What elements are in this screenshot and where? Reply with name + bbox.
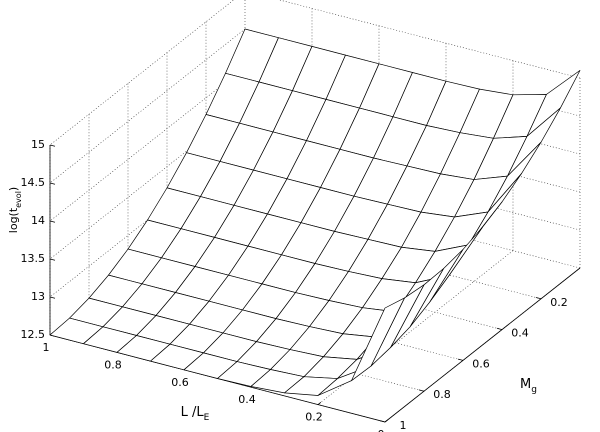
x-tick — [384, 419, 389, 423]
grid-line — [49, 142, 246, 298]
z-tick-label: 13 — [31, 290, 45, 303]
y-tick-label: 0.2 — [550, 296, 568, 309]
y-axis-label: Mg — [520, 377, 537, 395]
z-axis-label: log(tevol) — [7, 187, 23, 233]
x-tick-label: 0.4 — [238, 393, 256, 406]
grid-line — [49, 0, 235, 146]
y-label-sub: g — [531, 385, 537, 395]
x-tick-label: 0 — [378, 428, 385, 432]
z-label-sub: evol — [14, 191, 23, 208]
z-label-main: log(t — [7, 207, 20, 233]
z-tick — [49, 182, 56, 185]
z-tick-label: 13.5 — [21, 252, 46, 265]
x-axis-label: L /LE — [181, 405, 210, 423]
z-tick — [49, 220, 56, 223]
z-tick — [49, 144, 56, 147]
x-label-sub: E — [204, 413, 210, 423]
x-tick-label: 1 — [43, 341, 50, 354]
y-tick — [496, 327, 503, 330]
z-tick-label: 12.5 — [21, 328, 46, 341]
z-tick-label: 15 — [31, 138, 45, 151]
x-tick — [317, 401, 322, 405]
x-tick-label: 0.2 — [305, 411, 323, 424]
y-axis-line — [384, 267, 581, 423]
y-tick-label: 1 — [400, 419, 407, 432]
surface-cell — [351, 297, 405, 381]
grid-line — [49, 104, 246, 260]
x-tick-label: 0.6 — [171, 376, 189, 389]
y-label-main: M — [520, 377, 531, 392]
z-tick — [49, 296, 56, 299]
y-tick-label: 0.8 — [433, 388, 451, 401]
grid-line — [49, 28, 246, 184]
y-tick — [457, 358, 464, 361]
y-tick-label: 0.6 — [472, 357, 490, 370]
z-tick-label: 14 — [31, 214, 45, 227]
y-tick — [535, 297, 542, 300]
z-tick — [49, 258, 56, 261]
z-label-tail: ) — [7, 187, 20, 191]
z-tick-label: 14.5 — [21, 176, 46, 189]
y-tick — [418, 389, 425, 392]
x-tick-label: 0.8 — [104, 358, 122, 371]
grid-line — [49, 66, 246, 222]
y-tick — [379, 420, 386, 423]
y-tick-label: 0.4 — [511, 327, 529, 340]
grid-line — [278, 0, 581, 79]
x-label-main: L /L — [181, 405, 205, 420]
